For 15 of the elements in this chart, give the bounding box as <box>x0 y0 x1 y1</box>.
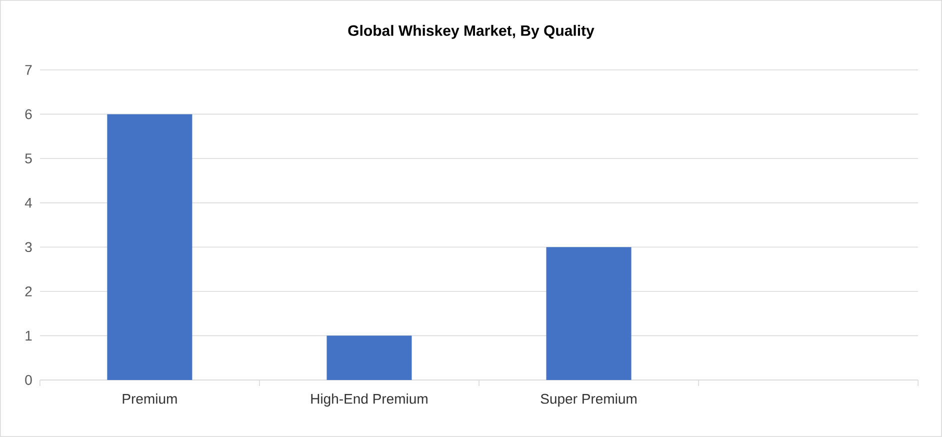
y-tick-label: 2 <box>25 286 32 296</box>
y-tick-label: 7 <box>25 65 32 75</box>
y-tick-label: 0 <box>25 375 32 385</box>
x-tick-label: Super Premium <box>540 394 636 407</box>
y-tick-label: 5 <box>25 154 32 164</box>
bar <box>326 336 412 380</box>
y-tick-label: 1 <box>26 330 32 341</box>
y-tick-label: 6 <box>25 109 32 120</box>
x-tick-label: Premium <box>122 394 177 404</box>
y-tick-label: 4 <box>24 198 32 208</box>
bar <box>546 247 632 380</box>
y-tick-label: 3 <box>25 242 32 252</box>
x-tick-label: High-End Premium <box>311 394 428 407</box>
chart-title: Global Whiskey Market, By Quality <box>348 24 594 39</box>
bar <box>107 114 192 380</box>
